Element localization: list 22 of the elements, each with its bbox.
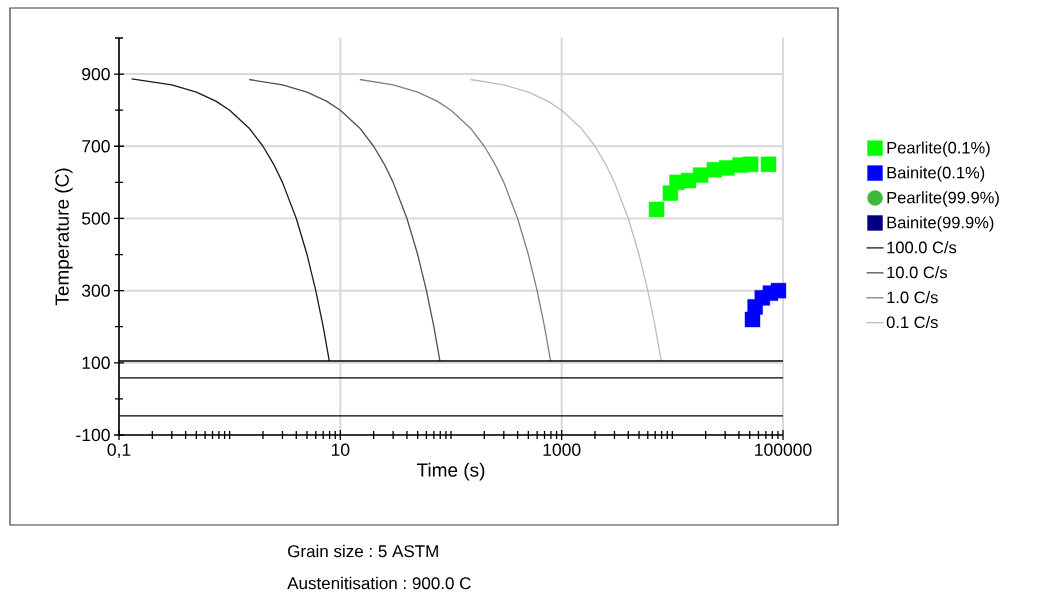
text: Grain size : 5 ASTM bbox=[288, 544, 438, 558]
legend-label: 10.0 C/s bbox=[887, 266, 947, 279]
x-axis-title: Time (s) bbox=[416, 462, 485, 481]
text: Austenitisation : 900.0 C bbox=[287, 576, 471, 590]
y-tick-label: -100 bbox=[76, 428, 110, 442]
legend-label: 100.0 C/s bbox=[887, 241, 957, 254]
y-tick-label: 300 bbox=[81, 284, 110, 297]
x-tick-label: 0,1 bbox=[107, 443, 131, 458]
x-tick-label: 1000 bbox=[543, 443, 581, 456]
x-tick-label: 10 bbox=[331, 443, 350, 456]
y-tick-label: 700 bbox=[82, 140, 110, 153]
y-tick-label: 900 bbox=[82, 67, 110, 81]
legend-label: Bainite(99.9%) bbox=[887, 216, 994, 232]
legend-label: 0.1 C/s bbox=[886, 315, 938, 329]
legend-label: Pearlite(0.1%) bbox=[887, 141, 990, 157]
legend-label: Pearlite(99.9%) bbox=[887, 191, 999, 207]
x-tick-label: 100000 bbox=[755, 443, 812, 456]
y-tick-label: 100 bbox=[82, 356, 110, 370]
legend-label: 1.0 C/s bbox=[887, 291, 938, 304]
y-axis-title: Temperature (C) bbox=[54, 168, 73, 306]
legend-label: Bainite(0.1%) bbox=[887, 166, 985, 182]
y-tick-label: 500 bbox=[81, 212, 110, 225]
